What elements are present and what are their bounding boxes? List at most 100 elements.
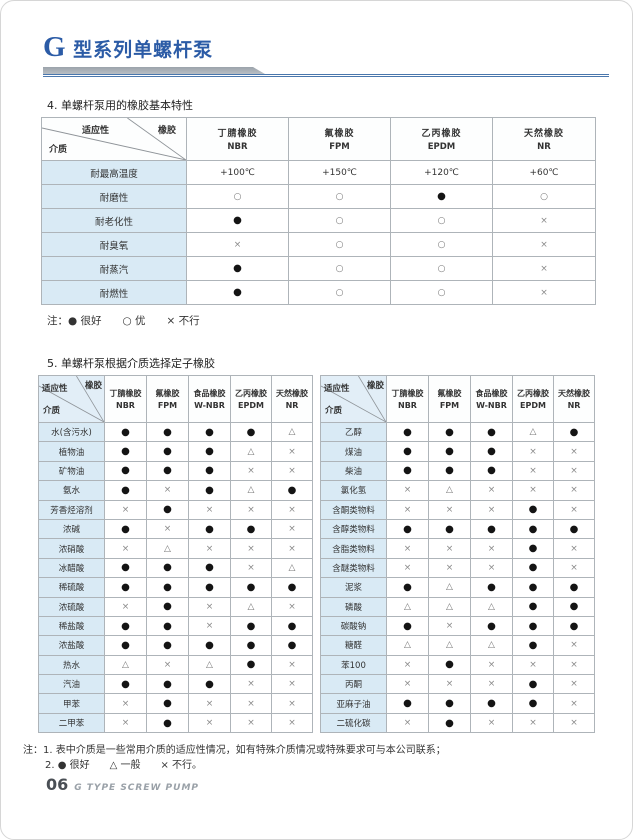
- rating-cell: ●: [512, 557, 554, 579]
- column-header: 天然橡胶 NR: [271, 375, 313, 423]
- property-label: 耐燃性: [41, 280, 187, 305]
- medium-label: 浓盐酸: [38, 635, 105, 656]
- table-row: 耐老化性 ● ○ ○ ×: [41, 208, 596, 233]
- rating-cell: ×: [470, 499, 513, 520]
- rating-cell: ×: [188, 693, 231, 714]
- rating-cell: ●: [512, 577, 554, 598]
- rubber-properties-table: 适应性 橡胶 介质 丁腈橡胶 NBR 氟橡胶 FPM 乙丙橡胶 EPDM 天然橡胶 NR 耐最…: [41, 117, 596, 305]
- corner-label-medium: 介质: [49, 145, 68, 155]
- table-row: 含酮类物料 × × × ● ×: [320, 499, 595, 520]
- rating-cell: ●: [146, 460, 189, 482]
- column-code: EPDM: [427, 142, 456, 152]
- rating-cell: ×: [230, 538, 272, 559]
- rating-cell: △: [386, 635, 429, 656]
- rating-cell: ○: [288, 184, 391, 209]
- medium-label: 芳香烃溶剂: [38, 499, 105, 520]
- column-header: 天然橡胶 NR: [492, 117, 596, 161]
- rating-cell: ×: [188, 538, 231, 559]
- rating-cell: ×: [553, 712, 595, 734]
- rating-cell: △: [271, 421, 313, 443]
- rating-cell: ●: [230, 654, 272, 676]
- column-header: 丁腈橡胶 NBR: [386, 375, 429, 423]
- page-title-initial: G: [43, 31, 66, 63]
- rating-cell: ×: [553, 693, 595, 714]
- section5-note-line2: 2. ● 很好 △ 一般 × 不行。: [45, 760, 203, 771]
- table-row: 稀硫酸 ● ● ● ● ●: [38, 577, 313, 598]
- rating-cell: ●: [428, 460, 471, 482]
- table-row: 煤油 ● ● ● × ×: [320, 441, 595, 462]
- rating-cell: ×: [470, 480, 513, 501]
- page-number: 06: [46, 775, 69, 794]
- rating-cell: ×: [492, 256, 596, 281]
- rating-cell: ×: [271, 499, 313, 520]
- table-row: 含醇类物料 ● ● ● ● ●: [320, 518, 595, 540]
- column-code: W-NBR: [476, 401, 507, 410]
- medium-label: 热水: [38, 654, 105, 676]
- table-row: 氯化氢 × △ × × ×: [320, 480, 595, 501]
- rating-cell: +60℃: [492, 160, 596, 185]
- rating-cell: ○: [186, 184, 289, 209]
- column-code: NBR: [116, 401, 135, 410]
- rating-cell: ●: [186, 280, 289, 305]
- rating-cell: ×: [553, 654, 595, 676]
- rating-cell: ×: [271, 460, 313, 482]
- rating-cell: ●: [230, 615, 272, 637]
- rating-cell: ●: [386, 421, 429, 443]
- medium-label: 含酮类物料: [320, 499, 387, 520]
- rating-cell: ●: [512, 693, 554, 714]
- rating-cell: ●: [386, 615, 429, 637]
- section4-title: 4. 单螺杆泵用的橡胶基本特性: [47, 99, 193, 112]
- rating-cell: ×: [470, 557, 513, 579]
- medium-label: 糖醛: [320, 635, 387, 656]
- medium-label: 苯100: [320, 654, 387, 676]
- rating-cell: ×: [470, 538, 513, 559]
- medium-label: 煤油: [320, 441, 387, 462]
- column-code: NR: [285, 401, 299, 410]
- rating-cell: ●: [470, 518, 513, 540]
- medium-label: 含醚类物料: [320, 557, 387, 579]
- table-row: 二甲苯 × ● × × ×: [38, 712, 313, 734]
- rating-cell: ×: [512, 460, 554, 482]
- rating-cell: ●: [230, 635, 272, 656]
- rating-cell: ●: [104, 557, 147, 579]
- column-header: 乙丙橡胶 EPDM: [230, 375, 272, 423]
- corner-label-medium: 介质: [325, 406, 343, 416]
- column-code: NBR: [398, 401, 417, 410]
- table-row: 水(含污水) ● ● ● ● △: [38, 421, 313, 443]
- table-row: 浓盐酸 ● ● ● ● ●: [38, 635, 313, 656]
- rating-cell: ●: [271, 635, 313, 656]
- rating-cell: △: [146, 538, 189, 559]
- medium-label: 泥浆: [320, 577, 387, 598]
- table-row: 浓硝酸 × △ × × ×: [38, 538, 313, 559]
- rating-cell: ×: [553, 460, 595, 482]
- rating-cell: ×: [188, 596, 231, 617]
- table-row: 糖醛 △ △ △ ● ×: [320, 635, 595, 656]
- medium-label: 氯化氢: [320, 480, 387, 501]
- rating-cell: ●: [470, 441, 513, 462]
- rating-cell: ×: [553, 557, 595, 579]
- corner-label-adaptability: 适应性: [82, 126, 110, 136]
- table-row: 甲苯 × ● × × ×: [38, 693, 313, 714]
- column-code: EPDM: [238, 401, 264, 410]
- rating-cell: ×: [186, 232, 289, 257]
- rating-cell: ×: [230, 712, 272, 734]
- column-header: 天然橡胶 NR: [553, 375, 595, 423]
- column-code: NBR: [227, 142, 248, 152]
- page-title: G 型系列单螺杆泵: [43, 31, 213, 64]
- column-header: 食品橡胶 W-NBR: [470, 375, 513, 423]
- column-name: 天然橡胶: [276, 389, 308, 398]
- table-row: 浓碱 ● × ● ● ×: [38, 518, 313, 540]
- table-row: 氨水 ● × ● △ ●: [38, 480, 313, 501]
- rating-cell: ○: [288, 232, 391, 257]
- rating-cell: ×: [188, 615, 231, 637]
- medium-label: 稀盐酸: [38, 615, 105, 637]
- rating-cell: ×: [512, 480, 554, 501]
- rating-cell: ×: [553, 635, 595, 656]
- rating-cell: △: [470, 596, 513, 617]
- rating-cell: ●: [386, 518, 429, 540]
- rating-cell: ×: [553, 480, 595, 501]
- rating-cell: ×: [271, 538, 313, 559]
- table-row: 浓硫酸 × ● × △ ×: [38, 596, 313, 617]
- column-header: 乙丙橡胶 EPDM: [390, 117, 493, 161]
- rating-cell: ●: [146, 635, 189, 656]
